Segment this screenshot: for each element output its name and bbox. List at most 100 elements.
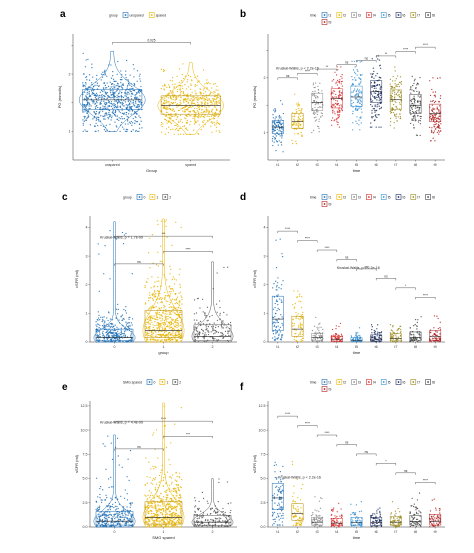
- data-point: [100, 79, 102, 81]
- data-point: [177, 96, 179, 98]
- data-point: [186, 115, 188, 117]
- data-point: [378, 337, 380, 339]
- data-point: [112, 332, 114, 334]
- data-point: [200, 328, 203, 331]
- data-point: [295, 332, 297, 335]
- data-point: [221, 323, 223, 325]
- data-point: [179, 334, 181, 336]
- data-point: [133, 89, 136, 92]
- data-point: [169, 331, 171, 333]
- data-point: [125, 111, 128, 114]
- data-point: [84, 110, 87, 112]
- data-point: [118, 101, 120, 104]
- data-point: [222, 320, 224, 322]
- data-point: [374, 111, 376, 113]
- data-point: [332, 96, 334, 99]
- data-point: [129, 316, 131, 319]
- data-point: [176, 123, 178, 125]
- data-point: [87, 87, 89, 89]
- data-point: [393, 90, 395, 92]
- data-point: [136, 80, 138, 82]
- data-point: [196, 107, 198, 110]
- data-point: [439, 127, 441, 129]
- data-point: [132, 117, 134, 120]
- data-point: [121, 84, 123, 86]
- data-point: [122, 102, 124, 105]
- data-point: [215, 108, 218, 111]
- data-point: [90, 87, 92, 89]
- data-point: [438, 111, 440, 113]
- data-point: [148, 323, 150, 325]
- data-point: [336, 81, 338, 83]
- data-point: [113, 337, 116, 340]
- data-point: [94, 84, 96, 87]
- data-point: [194, 116, 196, 118]
- data-point: [420, 115, 422, 118]
- data-point: [336, 121, 338, 123]
- data-point: [371, 100, 374, 102]
- data-point: [112, 503, 114, 505]
- data-point: [116, 115, 119, 117]
- data-point: [149, 323, 152, 325]
- data-point: [149, 318, 151, 320]
- data-point: [83, 103, 86, 106]
- data-point: [148, 332, 150, 335]
- data-point: [108, 502, 110, 505]
- data-point: [97, 323, 99, 326]
- data-point: [339, 93, 341, 95]
- data-point: [156, 513, 159, 515]
- data-point: [418, 100, 420, 102]
- legend-swatch-dot: [323, 203, 326, 205]
- data-point: [110, 77, 113, 79]
- data-point: [436, 111, 438, 114]
- data-point: [293, 324, 295, 327]
- data-point: [278, 333, 280, 335]
- data-point: [360, 106, 362, 108]
- data-point: [107, 118, 109, 120]
- data-point: [435, 113, 437, 116]
- data-point: [373, 82, 376, 84]
- data-point: [119, 102, 122, 104]
- data-point: [417, 319, 419, 321]
- data-point: [95, 508, 97, 511]
- data-point: [129, 325, 131, 327]
- data-point: [174, 479, 177, 481]
- data-point: [119, 130, 121, 133]
- data-point: [160, 314, 163, 316]
- data-point: [121, 335, 123, 338]
- data-point: [193, 98, 195, 100]
- data-point: [111, 323, 113, 326]
- data-point: [277, 125, 280, 127]
- data-point: [107, 514, 109, 516]
- data-point: [439, 326, 441, 329]
- data-point: [202, 112, 204, 114]
- data-point: [164, 425, 166, 427]
- data-point: [400, 330, 402, 332]
- data-point: [102, 330, 104, 332]
- data-point: [117, 313, 119, 315]
- data-point: [124, 93, 126, 95]
- data-point: [280, 144, 283, 146]
- data-point: [145, 311, 147, 313]
- data-point: [374, 92, 377, 95]
- data-point: [155, 293, 157, 295]
- legend-swatch-dot: [138, 196, 141, 198]
- data-point: [105, 124, 107, 127]
- data-point: [311, 329, 314, 332]
- data-point: [216, 319, 219, 322]
- data-point: [205, 329, 207, 331]
- data-point: [172, 338, 174, 341]
- data-point: [436, 117, 438, 119]
- x-tick-label: t4: [335, 163, 338, 167]
- data-point: [371, 109, 373, 112]
- data-point: [200, 115, 203, 117]
- data-point: [196, 98, 198, 100]
- data-point: [136, 96, 138, 98]
- data-point: [120, 118, 122, 120]
- data-point: [298, 114, 300, 116]
- data-point: [180, 515, 182, 517]
- data-point: [180, 118, 182, 121]
- data-point: [193, 129, 195, 131]
- data-point: [371, 328, 373, 331]
- data-point: [145, 339, 148, 341]
